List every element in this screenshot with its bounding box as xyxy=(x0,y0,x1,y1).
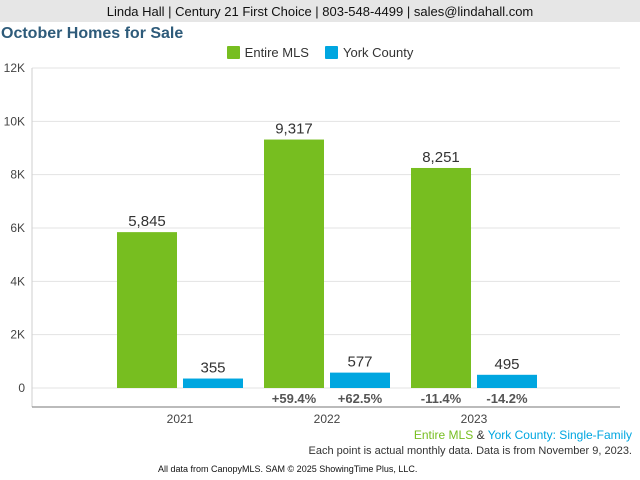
copyright-note: All data from CanopyMLS. SAM © 2025 Show… xyxy=(158,464,418,474)
change-label: +59.4% xyxy=(272,391,317,406)
x-tick-label: 2021 xyxy=(167,412,194,426)
y-tick-label: 2K xyxy=(10,328,25,342)
y-tick-label: 8K xyxy=(10,168,25,182)
series-note-rest: : Single-Family xyxy=(552,428,632,442)
chart-legend: Entire MLS York County xyxy=(0,45,640,60)
data-label: 355 xyxy=(200,360,225,377)
bar-chart: 0 2K 4K 6K 8K 10K 12K 5,845 355 2021 9,317 +59.4% 57… xyxy=(4,61,620,426)
legend-swatch-entire-mls xyxy=(226,46,240,59)
change-label: -11.4% xyxy=(421,391,462,406)
bar-entire-mls xyxy=(264,139,324,388)
legend-swatch-york-county xyxy=(324,46,338,59)
series-note-york-county: York County xyxy=(487,428,553,442)
legend-label-york-county: York County xyxy=(342,45,414,60)
bar-york-county xyxy=(330,372,390,388)
y-tick-label: 10K xyxy=(4,114,25,128)
contact-line: Linda Hall | Century 21 First Choice | 8… xyxy=(106,3,534,19)
legend-item-york-county[interactable]: York County xyxy=(324,45,414,60)
y-tick-label: 4K xyxy=(10,274,25,288)
y-tick-label: 0 xyxy=(18,381,25,395)
legend-label-entire-mls: Entire MLS xyxy=(244,45,309,60)
data-label: 9,317 xyxy=(275,121,313,138)
series-note: Entire MLS & York County: Single-Family xyxy=(414,428,632,442)
bar-york-county xyxy=(477,374,537,388)
contact-header-bar: Linda Hall | Century 21 First Choice | 8… xyxy=(0,0,640,22)
y-tick-label: 12K xyxy=(4,61,25,75)
series-note-amp: & xyxy=(473,428,488,442)
change-label: +62.5% xyxy=(338,391,383,406)
change-label: -14.2% xyxy=(486,391,528,406)
data-label: 5,845 xyxy=(128,213,166,230)
data-label: 495 xyxy=(494,356,519,373)
bar-york-county xyxy=(183,378,243,388)
x-tick-label: 2023 xyxy=(461,412,488,426)
chart-title: October Homes for Sale xyxy=(1,25,184,42)
legend-item-entire-mls[interactable]: Entire MLS xyxy=(226,45,309,60)
bar-entire-mls xyxy=(411,167,471,388)
series-note-entire-mls: Entire MLS xyxy=(413,428,474,442)
y-tick-label: 6K xyxy=(10,221,25,235)
data-note: Each point is actual monthly data. Data … xyxy=(308,445,632,457)
x-tick-label: 2022 xyxy=(314,412,341,426)
data-label: 577 xyxy=(347,354,372,371)
bar-entire-mls xyxy=(117,232,177,388)
data-label: 8,251 xyxy=(422,149,460,166)
